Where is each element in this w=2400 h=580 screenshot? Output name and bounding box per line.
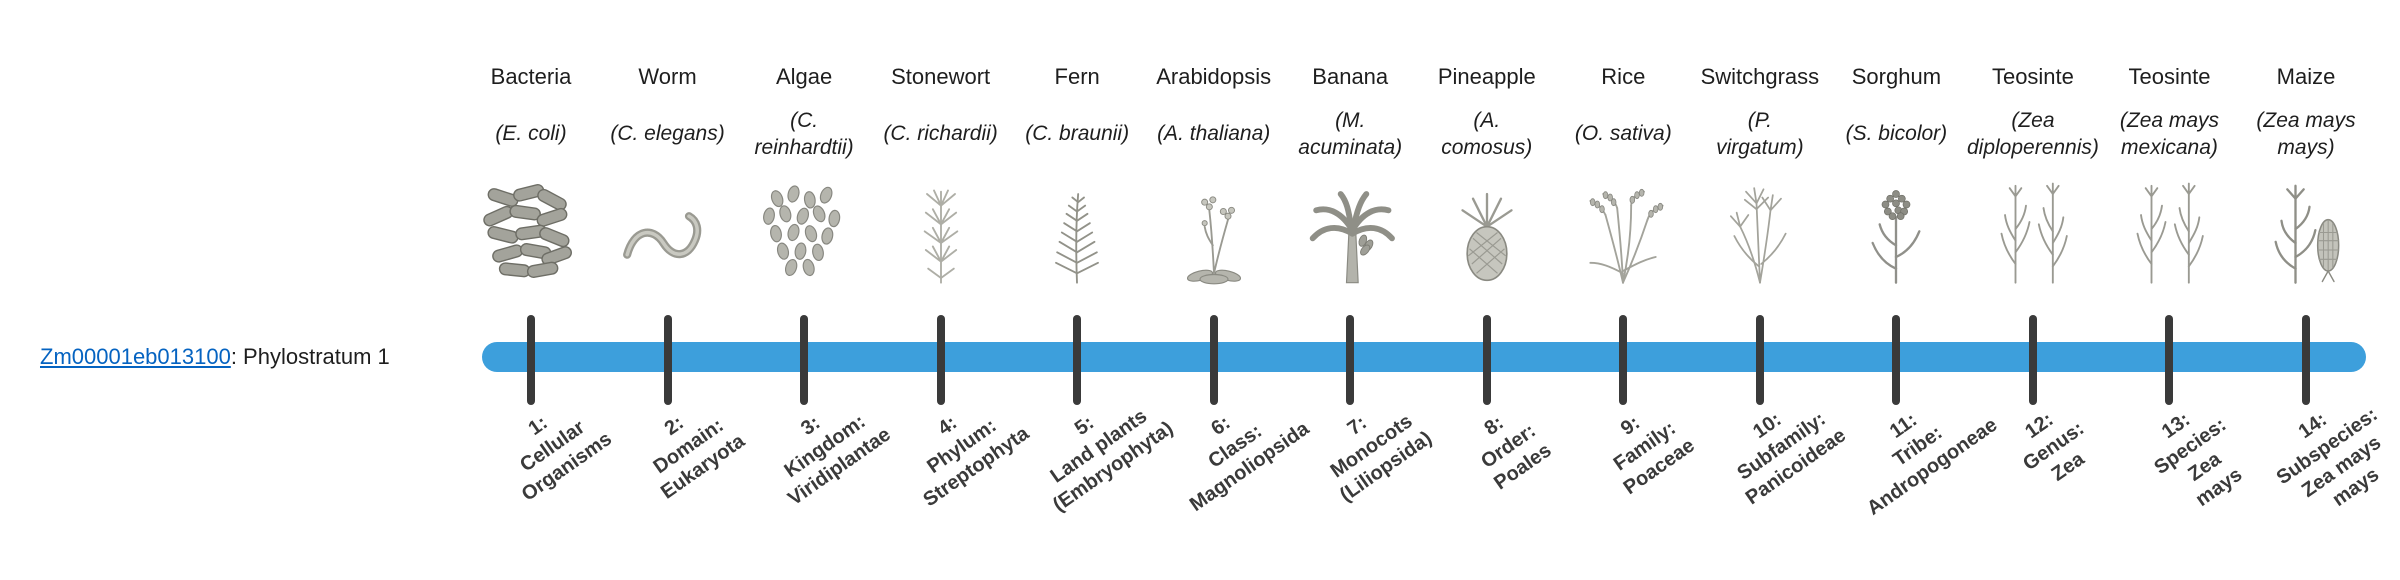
arabidopsis-icon: [1119, 175, 1309, 285]
phylostratum-label-wrap: 14: Subspecies: Zea mays mays: [2211, 404, 2400, 516]
organism-scientific-name: (Zea mays mexicana): [2119, 108, 2220, 159]
organism-column: Bacteria (E. coli) 1: Cellular Organisms: [436, 0, 626, 580]
organism-column: Stonewort (C. richardii) 4: Phylum: Stre…: [846, 0, 1036, 580]
bacteria-icon: [436, 175, 626, 285]
organism-common-name: Fern: [1054, 64, 1100, 89]
phylostratum-suffix: : Phylostratum 1: [230, 344, 390, 369]
organism-common-name: Teosinte: [2128, 64, 2211, 89]
organism-common-name: Algae: [775, 64, 833, 89]
organism-column: Pineapple (A. comosus) 8: Order: Poales: [1392, 0, 1582, 580]
organism-common-name: Switchgrass: [1700, 64, 1820, 89]
organism-column: Rice (O. sativa) 9: Family: Poaceae: [1528, 0, 1718, 580]
sorghum-icon: [1801, 175, 1991, 285]
rice-icon: [1528, 175, 1718, 285]
organism-column: Sorghum (S. bicolor) 11: Tribe: Andropog…: [1801, 0, 2001, 580]
organism-scientific-name: (C. braunii): [1025, 122, 1130, 146]
teosinte-icon: [2074, 175, 2264, 285]
phylostratum-tick: [527, 315, 535, 405]
worm-icon: [573, 175, 763, 285]
organism-scientific-name: (O. sativa): [1574, 122, 1672, 146]
organism-scientific-name: (M. acuminata): [1298, 108, 1403, 159]
phylostratum-tick: [2028, 315, 2037, 405]
phylostratum-tick: [1755, 315, 1764, 405]
organism-common-name: Rice: [1601, 64, 1646, 89]
phylostratum-tick: [1482, 315, 1491, 405]
phylostratum-tick: [1073, 315, 1082, 405]
phylostratum-tick: [2165, 315, 2174, 405]
organism-common-name: Pineapple: [1437, 64, 1536, 89]
organism-scientific-name: (C. reinhardtii): [754, 108, 854, 159]
organism-common-name: Banana: [1312, 64, 1389, 89]
organism-common-name: Sorghum: [1851, 64, 1942, 89]
organism-common-name: Teosinte: [1991, 64, 2074, 89]
banana-icon: [1255, 175, 1445, 285]
organism-scientific-name: (C. richardii): [883, 122, 998, 146]
phylostratum-label: 14: Subspecies: Zea mays mays: [2272, 403, 2386, 511]
organism-common-name: Stonewort: [891, 64, 991, 89]
maize-icon: [2211, 175, 2400, 285]
phylostratum-tick: [663, 315, 672, 405]
algae-icon: [709, 175, 899, 285]
gene-phylostratum-label: Zm00001eb013100: Phylostratum 1: [40, 344, 390, 370]
organism-column: Teosinte (Zea diploperennis) 12: Genus: …: [1938, 0, 2128, 580]
organism-scientific-name: (A. comosus): [1441, 108, 1533, 159]
organism-common-name: Worm: [638, 64, 697, 89]
pineapple-icon: [1392, 175, 1582, 285]
organism-scientific-name: (Zea diploperennis): [1966, 108, 2099, 159]
organism-scientific-name: (E. coli): [495, 122, 567, 146]
organism-column: Banana (M. acuminata) 7: Monocots (Lilio…: [1255, 0, 1445, 580]
phylostratum-tick: [800, 315, 809, 405]
organism-scientific-name: (C. elegans): [610, 122, 725, 146]
organism-column: Arabidopsis (A. thaliana) 6: Class: Magn…: [1119, 0, 1313, 580]
teosinte-icon: [1938, 175, 2128, 285]
phylostratum-tick: [1619, 315, 1628, 405]
phylostratum-tick: [1346, 315, 1355, 405]
phylostratum-tick: [2302, 315, 2311, 405]
organism-column: Algae (C. reinhardtii) 3: Kingdom: Virid…: [709, 0, 899, 580]
stonewort-icon: [846, 175, 1036, 285]
organism-common-name: Maize: [2276, 64, 2336, 89]
gene-id-link[interactable]: Zm00001eb013100: [40, 344, 231, 369]
organism-column: Fern (C. braunii) 5: Land plants (Embryo…: [982, 0, 1177, 580]
organism-common-name: Bacteria: [490, 64, 572, 89]
organism-scientific-name: (P. virgatum): [1716, 108, 1804, 159]
phylostratum-tick: [936, 315, 945, 405]
organism-column: Maize (Zea mays mays) 14: Subspecies: Ze…: [2211, 0, 2400, 580]
phylostratum-tick: [1209, 315, 1218, 405]
phylostrata-bar: [482, 342, 2366, 372]
organism-column: Worm (C. elegans) 2: Domain: Eukaryota: [573, 0, 763, 580]
organism-column: Teosinte (Zea mays mexicana) 13: Species…: [2074, 0, 2264, 580]
phylostratum-tick: [1892, 315, 1901, 405]
organism-scientific-name: (A. thaliana): [1157, 122, 1271, 146]
organism-scientific-name: (S. bicolor): [1845, 122, 1948, 146]
fern-icon: [982, 175, 1172, 285]
switchgrass-icon: [1665, 175, 1855, 285]
organism-column: Switchgrass (P. virgatum) 10: Subfamily:…: [1665, 0, 1855, 580]
organism-scientific-name: (Zea mays mays): [2256, 108, 2356, 159]
organism-common-name: Arabidopsis: [1156, 64, 1272, 89]
